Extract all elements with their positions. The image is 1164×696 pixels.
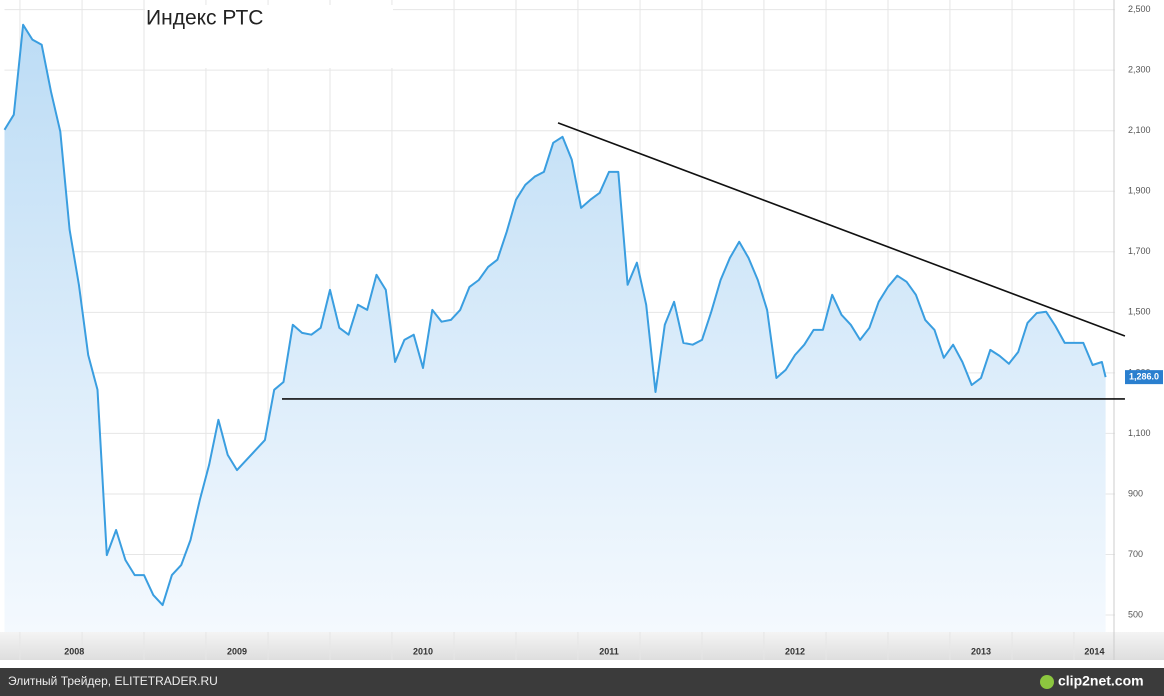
logo-icon <box>1040 675 1054 689</box>
footer-bar <box>0 668 1164 696</box>
y-tick-label: 2,300 <box>1128 65 1151 75</box>
y-tick-label: 2,500 <box>1128 4 1151 14</box>
x-tick-label: 2008 <box>64 646 84 656</box>
y-tick-label: 1,900 <box>1128 186 1151 196</box>
x-tick-label: 2013 <box>971 646 991 656</box>
chart-title: Индекс РТС <box>146 7 263 30</box>
area <box>4 24 1106 633</box>
y-tick-label: 1,700 <box>1128 246 1151 256</box>
footer-logo: clip2net.com <box>1058 673 1144 689</box>
x-tick-label: 2011 <box>599 646 619 656</box>
x-tick-label: 2009 <box>227 646 247 656</box>
y-tick-label: 900 <box>1128 488 1143 498</box>
y-tick-label: 500 <box>1128 609 1143 619</box>
y-tick-label: 700 <box>1128 549 1143 559</box>
y-tick-label: 2,100 <box>1128 125 1151 135</box>
title-box <box>145 5 393 68</box>
y-tick-label: 1,500 <box>1128 307 1151 317</box>
footer-source: Элитный Трейдер, ELITETRADER.RU <box>8 674 218 688</box>
x-tick-label: 2014 <box>1084 646 1104 656</box>
x-axis-band <box>0 632 1164 660</box>
line <box>3 23 1107 607</box>
x-tick-label: 2010 <box>413 646 433 656</box>
trend-line <box>557 122 1126 337</box>
x-tick-label: 2012 <box>785 646 805 656</box>
last-value-label: 1,286.0 <box>1129 372 1159 382</box>
y-tick-label: 1,100 <box>1128 428 1151 438</box>
last-value-box <box>1125 370 1163 385</box>
